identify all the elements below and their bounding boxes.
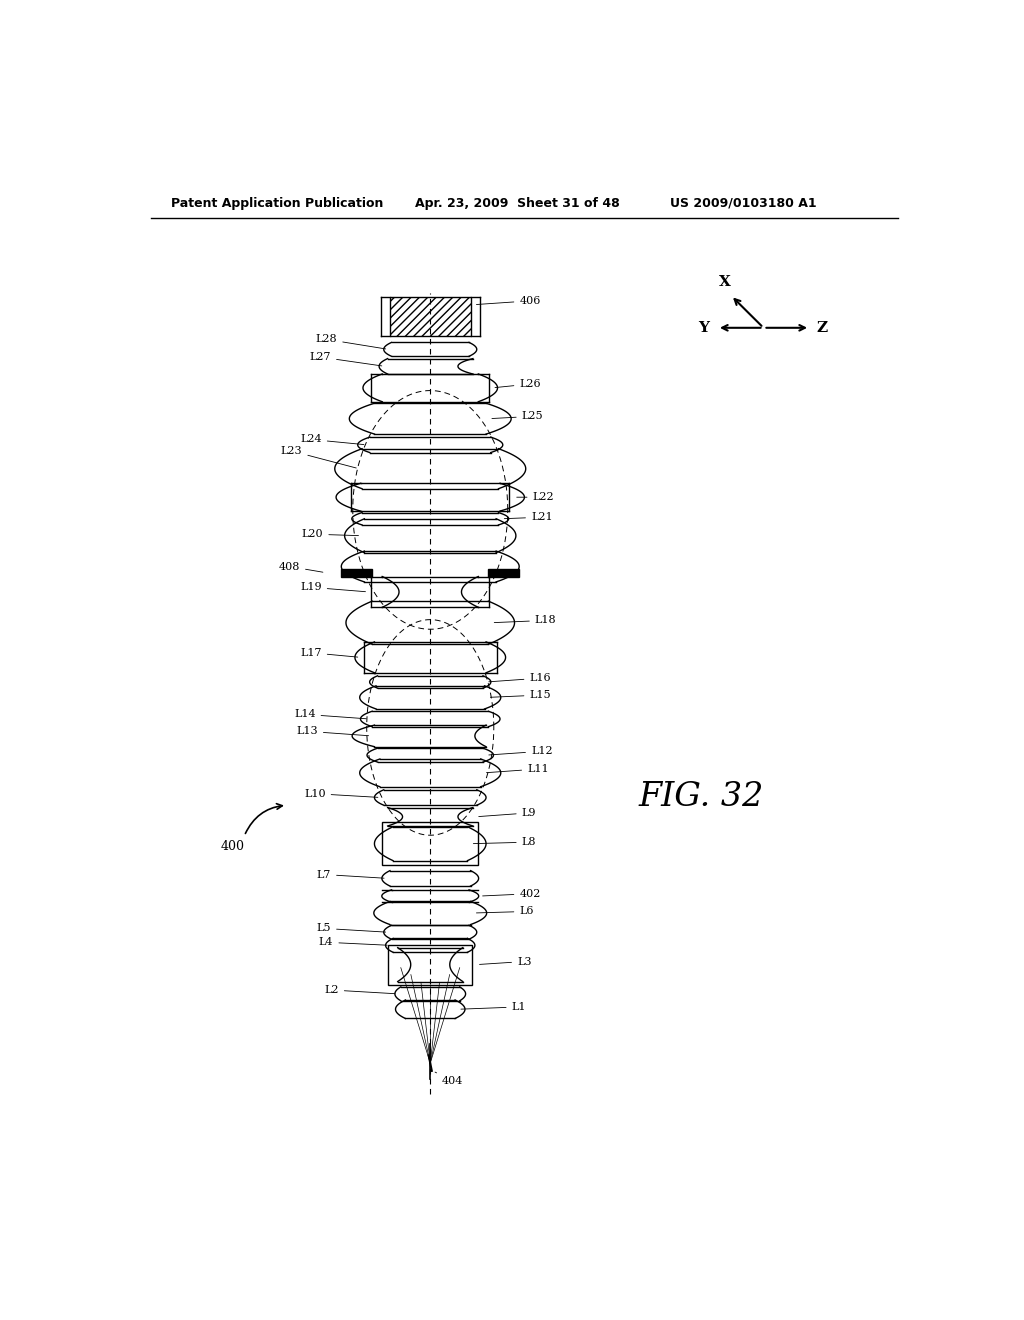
Text: 402: 402 <box>482 888 541 899</box>
Text: X: X <box>719 276 731 289</box>
Text: L22: L22 <box>517 492 554 502</box>
Text: L28: L28 <box>315 334 386 348</box>
Text: L6: L6 <box>476 907 534 916</box>
Text: L27: L27 <box>309 352 382 366</box>
Bar <box>382 822 478 866</box>
Text: Y: Y <box>698 321 710 335</box>
Text: 404: 404 <box>435 1072 463 1086</box>
Text: L14: L14 <box>294 709 367 719</box>
Text: 408: 408 <box>279 561 323 572</box>
Text: FIG. 32: FIG. 32 <box>639 781 764 813</box>
Text: L10: L10 <box>304 788 378 799</box>
Bar <box>488 569 519 577</box>
Text: L13: L13 <box>296 726 369 737</box>
Text: L16: L16 <box>488 673 551 684</box>
Text: L2: L2 <box>325 985 395 995</box>
Text: L1: L1 <box>461 1002 526 1012</box>
Text: Apr. 23, 2009  Sheet 31 of 48: Apr. 23, 2009 Sheet 31 of 48 <box>415 197 620 210</box>
Text: L8: L8 <box>473 837 537 847</box>
Text: US 2009/0103180 A1: US 2009/0103180 A1 <box>671 197 817 210</box>
Text: 400: 400 <box>220 840 245 853</box>
Text: L20: L20 <box>302 529 358 539</box>
Text: L25: L25 <box>492 412 544 421</box>
Text: L21: L21 <box>505 512 553 523</box>
Text: L7: L7 <box>316 870 384 879</box>
Bar <box>341 569 372 577</box>
Text: L12: L12 <box>488 746 553 756</box>
Text: L23: L23 <box>281 446 356 469</box>
Text: L9: L9 <box>479 808 537 818</box>
Text: L3: L3 <box>479 957 531 966</box>
Text: Patent Application Publication: Patent Application Publication <box>171 197 383 210</box>
Bar <box>390 297 471 335</box>
Text: L4: L4 <box>318 937 387 948</box>
Text: L11: L11 <box>486 764 549 774</box>
Text: L18: L18 <box>495 615 556 626</box>
Text: L26: L26 <box>495 379 541 389</box>
Text: L17: L17 <box>300 648 357 657</box>
Text: L24: L24 <box>300 434 364 445</box>
Text: Z: Z <box>816 321 827 335</box>
Text: 406: 406 <box>476 296 541 306</box>
Text: L15: L15 <box>490 690 551 700</box>
Text: L5: L5 <box>316 924 386 933</box>
Bar <box>388 945 472 985</box>
Text: L19: L19 <box>300 582 366 593</box>
